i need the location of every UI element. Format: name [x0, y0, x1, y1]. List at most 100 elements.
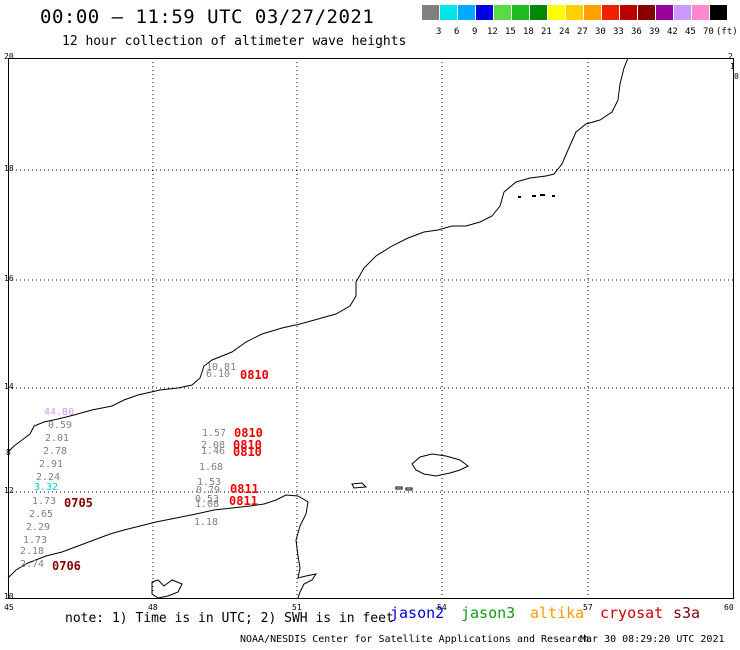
legend-label: 9	[472, 27, 478, 37]
legend-label: 27	[577, 27, 588, 37]
wave-height-value: 2.65	[29, 509, 54, 520]
legend-label: 21	[541, 27, 552, 37]
wave-height-value: 2.29	[26, 522, 51, 533]
pass-time-label: 0811	[230, 482, 259, 496]
pass-time-label: 0705	[64, 496, 93, 510]
lat-tick: 8	[6, 448, 11, 457]
credit-line: NOAA/NESDIS Center for Satellite Applica…	[240, 634, 590, 645]
satellite-label-jason2: jason2	[390, 604, 445, 622]
edge-label: 0	[734, 72, 739, 81]
legend-label: 42	[667, 27, 678, 37]
generated-timestamp: Mar 30 08:29:20 UTC 2021	[580, 634, 725, 645]
wave-height-value: 2.78	[43, 446, 68, 457]
satellite-label-cryosat: cryosat	[600, 604, 664, 622]
lon-tick: 51	[292, 603, 302, 612]
pass-time-label: 0810	[234, 426, 263, 440]
map-title: 00:00 – 11:59 UTC 03/27/2021	[40, 6, 375, 28]
legend-swatch	[566, 5, 583, 20]
wave-height-value: 2.91	[39, 459, 64, 470]
legend-swatch	[656, 5, 673, 20]
legend-swatch	[602, 5, 619, 20]
island-small	[395, 486, 413, 491]
wave-height-value: 1.73	[32, 496, 57, 507]
legend-label: 6	[454, 27, 460, 37]
satellite-label-jason3: jason3	[461, 604, 516, 622]
lat-tick: 20	[4, 52, 14, 61]
wave-height-value: 3.32	[34, 482, 59, 493]
legend-swatch	[674, 5, 691, 20]
wave-height-value: 1.46	[201, 446, 226, 457]
legend-label: 3	[436, 27, 442, 37]
map-subtitle: 12 hour collection of altimeter wave hei…	[62, 34, 407, 49]
legend-label: 30	[595, 27, 606, 37]
legend-swatch	[494, 5, 511, 20]
satellite-label-altika: altika	[530, 604, 585, 622]
legend-swatch	[548, 5, 565, 20]
wave-height-value: 2.01	[45, 433, 70, 444]
pass-time-label: 0810	[240, 368, 269, 382]
pass-time-label: 0810	[233, 445, 262, 459]
edge-label: 1	[730, 62, 735, 71]
lat-tick: 10	[4, 592, 14, 601]
wave-height-value: 2.18	[20, 546, 45, 557]
wave-height-value: 1.18	[194, 517, 219, 528]
footer-note: note: 1) Time is in UTC; 2) SWH is in fe…	[65, 611, 394, 626]
wave-height-value: 6.10	[206, 369, 231, 380]
legend-swatch	[530, 5, 547, 20]
legend-swatch	[440, 5, 457, 20]
island-small	[351, 482, 368, 489]
pass-time-label: 0811	[229, 494, 258, 508]
wave-height-value: 0.53	[195, 494, 220, 505]
wave-height-value: 10.81	[206, 362, 237, 373]
wave-height-value: 2.24	[36, 472, 61, 483]
legend-label: 36	[631, 27, 642, 37]
legend-swatch	[476, 5, 493, 20]
legend-swatch	[638, 5, 655, 20]
lat-tick: 12	[4, 486, 14, 495]
lon-tick: 57	[583, 603, 593, 612]
legend-swatch	[584, 5, 601, 20]
legend-label: 33	[613, 27, 624, 37]
legend-label: 45	[685, 27, 696, 37]
legend-label: 18	[523, 27, 534, 37]
legend-swatch	[512, 5, 529, 20]
wave-height-value: 1.73	[23, 535, 48, 546]
wave-height-value: 2.08	[201, 440, 226, 451]
lat-tick: 16	[4, 274, 14, 283]
legend-label: 15	[505, 27, 516, 37]
lon-tick: 54	[437, 603, 447, 612]
pass-time-label: 0706	[52, 559, 81, 573]
islets-south	[151, 579, 183, 599]
legend-swatch	[422, 5, 439, 20]
island	[411, 453, 469, 477]
lon-tick: 45	[4, 603, 14, 612]
legend-swatch	[710, 5, 727, 20]
lon-tick: 60	[724, 603, 734, 612]
islets	[518, 194, 555, 198]
wave-height-value: 0.79	[196, 485, 221, 496]
legend-label: 12	[487, 27, 498, 37]
wave-height-value: 44.80	[44, 407, 75, 418]
legend-swatch	[692, 5, 709, 20]
satellite-label-s3a: s3a	[673, 604, 701, 622]
wave-height-value: 2.74	[20, 559, 45, 570]
graticule	[8, 58, 733, 598]
legend-label: 39	[649, 27, 660, 37]
legend-swatch	[458, 5, 475, 20]
wave-height-value: 0.59	[48, 420, 73, 431]
lon-tick: 48	[148, 603, 158, 612]
lat-tick: 18	[4, 164, 14, 173]
wave-height-value: 1.57	[202, 428, 227, 439]
wave-height-value: 1.53	[197, 477, 222, 488]
coastline-north	[7, 57, 629, 453]
edge-label: 2	[728, 52, 733, 61]
coastline-south	[7, 494, 318, 599]
legend-label: 24	[559, 27, 570, 37]
map-frame	[8, 58, 734, 599]
legend-unit: (ft)	[716, 27, 738, 37]
pass-time-label: 0810	[233, 438, 262, 452]
wave-height-value: 1.08	[195, 499, 220, 510]
legend-label: 70	[703, 27, 714, 37]
lat-tick: 14	[4, 382, 14, 391]
